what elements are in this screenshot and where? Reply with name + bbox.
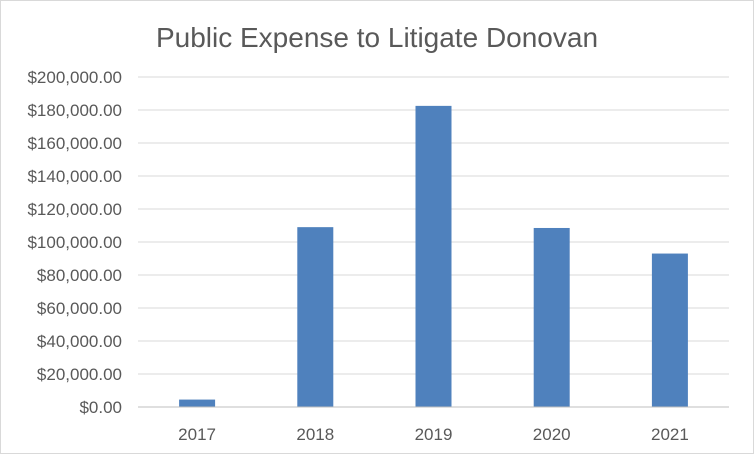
y-tick-label: $200,000.00 <box>27 68 122 87</box>
chart-title: Public Expense to Litigate Donovan <box>156 22 598 53</box>
y-tick-label: $140,000.00 <box>27 167 122 186</box>
x-axis-tick-labels: 2017 2018 2019 2020 2021 <box>178 425 689 444</box>
y-tick-label: $80,000.00 <box>37 266 122 285</box>
y-tick-label: $180,000.00 <box>27 101 122 120</box>
y-tick-label: $40,000.00 <box>37 332 122 351</box>
bar-2021 <box>651 253 688 407</box>
bar-2019 <box>415 105 452 407</box>
bar-2018 <box>297 227 334 407</box>
y-tick-label: $160,000.00 <box>27 134 122 153</box>
y-tick-label: $60,000.00 <box>37 299 122 318</box>
x-tick-label: 2019 <box>415 425 453 444</box>
y-axis-tick-labels: $0.00 $20,000.00 $40,000.00 $60,000.00 $80,0… <box>27 68 122 417</box>
bar-2017 <box>179 399 216 407</box>
bar-2020 <box>533 227 570 407</box>
x-tick-label: 2018 <box>296 425 334 444</box>
y-tick-label: $100,000.00 <box>27 233 122 252</box>
x-tick-label: 2020 <box>533 425 571 444</box>
y-tick-label: $120,000.00 <box>27 200 122 219</box>
x-tick-label: 2017 <box>178 425 216 444</box>
y-tick-label: $0.00 <box>79 398 122 417</box>
bars <box>179 105 688 407</box>
x-tick-label: 2021 <box>651 425 689 444</box>
y-tick-label: $20,000.00 <box>37 365 122 384</box>
